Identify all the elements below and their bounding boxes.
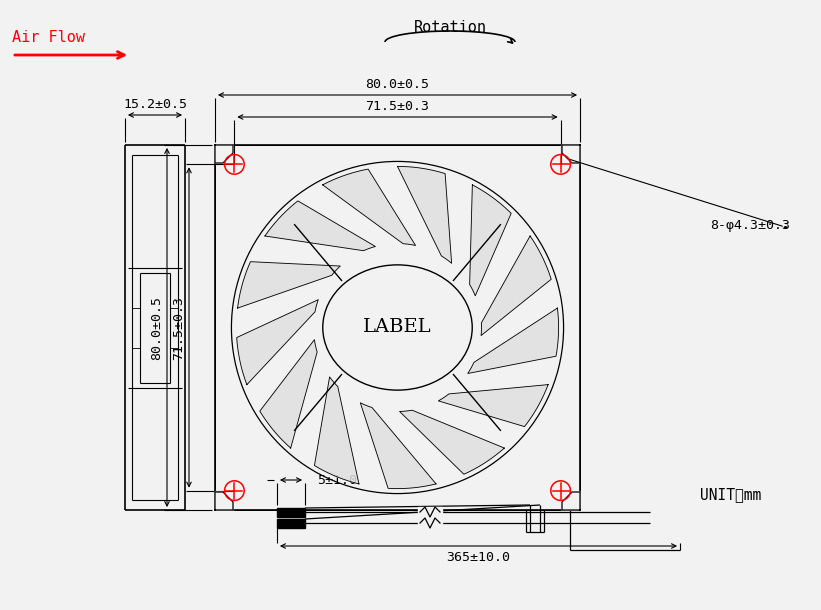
Polygon shape xyxy=(481,236,551,336)
Polygon shape xyxy=(360,403,436,489)
Bar xyxy=(215,145,580,510)
Text: Air Flow: Air Flow xyxy=(12,30,85,46)
Polygon shape xyxy=(215,492,233,510)
Ellipse shape xyxy=(323,265,472,390)
Text: 80.0±0.5: 80.0±0.5 xyxy=(150,295,163,359)
Polygon shape xyxy=(562,145,580,163)
Polygon shape xyxy=(237,262,340,308)
Text: 80.0±0.5: 80.0±0.5 xyxy=(365,78,429,91)
Polygon shape xyxy=(397,167,452,264)
Polygon shape xyxy=(562,492,580,510)
Polygon shape xyxy=(314,377,359,484)
Polygon shape xyxy=(470,185,511,296)
Polygon shape xyxy=(400,410,504,474)
Polygon shape xyxy=(438,385,548,426)
Text: 8-φ4.3±0.3: 8-φ4.3±0.3 xyxy=(710,218,790,232)
Bar xyxy=(277,519,305,528)
Polygon shape xyxy=(215,145,233,163)
Polygon shape xyxy=(468,308,558,373)
Text: 5±1.0: 5±1.0 xyxy=(317,473,357,487)
Text: 365±10.0: 365±10.0 xyxy=(447,551,511,564)
Text: 15.2±0.5: 15.2±0.5 xyxy=(123,98,187,111)
Text: 71.5±0.3: 71.5±0.3 xyxy=(365,100,429,113)
Polygon shape xyxy=(323,169,415,245)
Text: 71.5±0.3: 71.5±0.3 xyxy=(172,295,185,359)
Text: UNIT：mm: UNIT：mm xyxy=(700,487,761,503)
Bar xyxy=(277,508,305,517)
Polygon shape xyxy=(236,300,319,385)
Text: Rotation: Rotation xyxy=(414,20,487,35)
Polygon shape xyxy=(265,201,375,251)
Text: LABEL: LABEL xyxy=(363,318,432,337)
Polygon shape xyxy=(259,340,317,448)
